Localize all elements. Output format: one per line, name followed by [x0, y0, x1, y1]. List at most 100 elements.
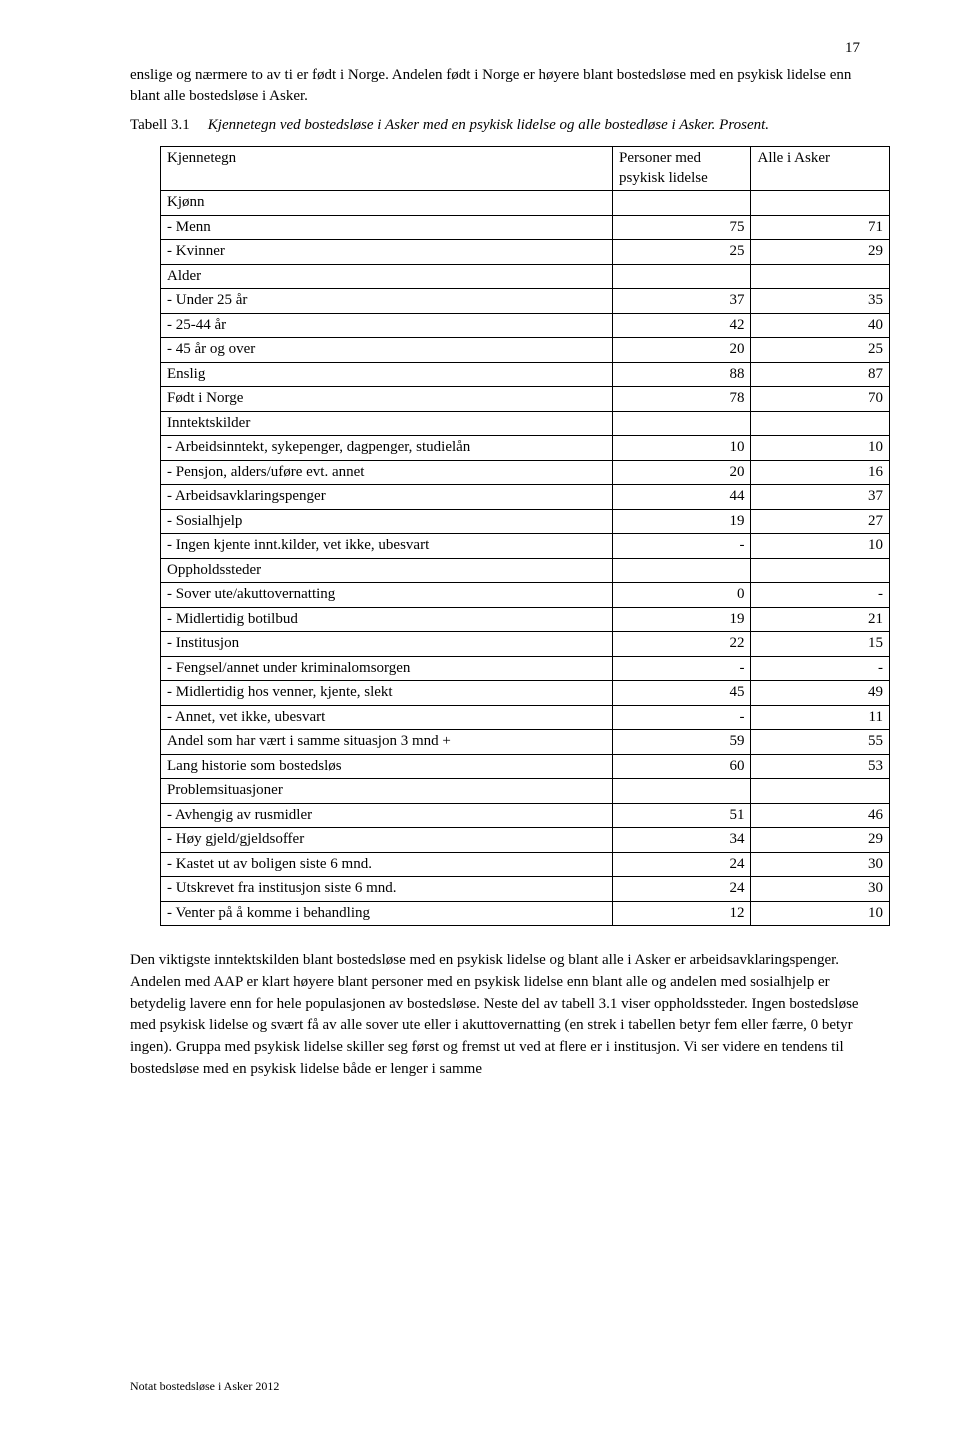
- row-label: - Fengsel/annet under kriminalomsorgen: [161, 656, 613, 681]
- table-row: Oppholdssteder: [161, 558, 890, 583]
- row-value-2: 46: [751, 803, 890, 828]
- table-row: - 45 år og over2025: [161, 338, 890, 363]
- row-value-1: [612, 779, 751, 804]
- table-row: - Arbeidsavklaringspenger4437: [161, 485, 890, 510]
- table-row: - Midlertidig botilbud1921: [161, 607, 890, 632]
- table-row: Lang historie som bostedsløs6053: [161, 754, 890, 779]
- row-label: - Midlertidig botilbud: [161, 607, 613, 632]
- row-value-1: 10: [612, 436, 751, 461]
- row-value-2: 35: [751, 289, 890, 314]
- table-row: Alder: [161, 264, 890, 289]
- table-row: - Menn7571: [161, 215, 890, 240]
- row-value-1: 34: [612, 828, 751, 853]
- row-value-2: [751, 779, 890, 804]
- table-caption: Tabell 3.1 Kjennetegn ved bostedsløse i …: [130, 117, 860, 134]
- table-row: - Kastet ut av boligen siste 6 mnd.2430: [161, 852, 890, 877]
- row-label: - Institusjon: [161, 632, 613, 657]
- header-personer-med: Personer med psykisk lidelse: [612, 147, 751, 191]
- header-alle-i-asker: Alle i Asker: [751, 147, 890, 191]
- row-label: - Utskrevet fra institusjon siste 6 mnd.: [161, 877, 613, 902]
- row-value-2: 10: [751, 436, 890, 461]
- row-label: - 25-44 år: [161, 313, 613, 338]
- row-value-2: 11: [751, 705, 890, 730]
- table-row: - Høy gjeld/gjeldsoffer3429: [161, 828, 890, 853]
- row-label: - Venter på å komme i behandling: [161, 901, 613, 926]
- row-value-1: -: [612, 705, 751, 730]
- row-value-1: 12: [612, 901, 751, 926]
- row-value-1: -: [612, 534, 751, 559]
- table-row: - Sover ute/akuttovernatting0-: [161, 583, 890, 608]
- row-value-2: 21: [751, 607, 890, 632]
- row-value-1: 88: [612, 362, 751, 387]
- row-value-1: 22: [612, 632, 751, 657]
- row-label: Problemsituasjoner: [161, 779, 613, 804]
- row-value-1: 78: [612, 387, 751, 412]
- row-value-2: 27: [751, 509, 890, 534]
- row-value-1: 60: [612, 754, 751, 779]
- row-value-2: [751, 264, 890, 289]
- row-label: - Avhengig av rusmidler: [161, 803, 613, 828]
- row-label: Oppholdssteder: [161, 558, 613, 583]
- row-value-2: 29: [751, 240, 890, 265]
- row-value-2: 15: [751, 632, 890, 657]
- row-label: Lang historie som bostedsløs: [161, 754, 613, 779]
- table-header-row: Kjennetegn Personer med psykisk lidelse …: [161, 147, 890, 191]
- footer-text: Notat bostedsløse i Asker 2012: [130, 1379, 279, 1394]
- row-label: - Pensjon, alders/uføre evt. annet: [161, 460, 613, 485]
- row-value-2: 87: [751, 362, 890, 387]
- row-value-1: -: [612, 656, 751, 681]
- row-value-2: 37: [751, 485, 890, 510]
- table-row: Kjønn: [161, 191, 890, 216]
- table-row: - Venter på å komme i behandling1210: [161, 901, 890, 926]
- row-value-2: 40: [751, 313, 890, 338]
- header-kjennetegn: Kjennetegn: [161, 147, 613, 191]
- row-value-2: 16: [751, 460, 890, 485]
- table-row: - Utskrevet fra institusjon siste 6 mnd.…: [161, 877, 890, 902]
- row-value-1: 44: [612, 485, 751, 510]
- row-label: - Høy gjeld/gjeldsoffer: [161, 828, 613, 853]
- row-value-2: 10: [751, 534, 890, 559]
- row-value-2: -: [751, 656, 890, 681]
- row-value-2: 10: [751, 901, 890, 926]
- intro-paragraph: enslige og nærmere to av ti er født i No…: [130, 65, 860, 107]
- row-label: - Arbeidsinntekt, sykepenger, dagpenger,…: [161, 436, 613, 461]
- data-table: Kjennetegn Personer med psykisk lidelse …: [160, 146, 890, 926]
- row-value-2: [751, 558, 890, 583]
- row-value-1: 24: [612, 877, 751, 902]
- row-value-1: [612, 191, 751, 216]
- row-value-1: 42: [612, 313, 751, 338]
- row-label: - Sosialhjelp: [161, 509, 613, 534]
- row-label: - Arbeidsavklaringspenger: [161, 485, 613, 510]
- document-page: 17 enslige og nærmere to av ti er født i…: [0, 0, 960, 1434]
- row-value-1: 45: [612, 681, 751, 706]
- row-value-2: 70: [751, 387, 890, 412]
- row-value-2: 71: [751, 215, 890, 240]
- row-label: - Kastet ut av boligen siste 6 mnd.: [161, 852, 613, 877]
- row-value-2: 30: [751, 877, 890, 902]
- row-label: - Kvinner: [161, 240, 613, 265]
- row-value-1: 19: [612, 509, 751, 534]
- table-row: Problemsituasjoner: [161, 779, 890, 804]
- row-value-2: [751, 191, 890, 216]
- row-value-2: 49: [751, 681, 890, 706]
- row-label: - Annet, vet ikke, ubesvart: [161, 705, 613, 730]
- table-caption-text: Kjennetegn ved bostedsløse i Asker med e…: [208, 117, 860, 134]
- row-value-1: 19: [612, 607, 751, 632]
- row-label: - Ingen kjente innt.kilder, vet ikke, ub…: [161, 534, 613, 559]
- table-row: - Avhengig av rusmidler5146: [161, 803, 890, 828]
- row-value-1: 51: [612, 803, 751, 828]
- row-label: Kjønn: [161, 191, 613, 216]
- row-label: Enslig: [161, 362, 613, 387]
- table-row: - Arbeidsinntekt, sykepenger, dagpenger,…: [161, 436, 890, 461]
- row-label: Andel som har vært i samme situasjon 3 m…: [161, 730, 613, 755]
- row-value-2: -: [751, 583, 890, 608]
- row-value-1: 59: [612, 730, 751, 755]
- row-value-2: 30: [751, 852, 890, 877]
- table-row: Født i Norge7870: [161, 387, 890, 412]
- row-label: - Under 25 år: [161, 289, 613, 314]
- row-value-1: 37: [612, 289, 751, 314]
- row-value-1: [612, 411, 751, 436]
- page-number: 17: [845, 40, 860, 57]
- row-label: Inntektskilder: [161, 411, 613, 436]
- row-label: - Midlertidig hos venner, kjente, slekt: [161, 681, 613, 706]
